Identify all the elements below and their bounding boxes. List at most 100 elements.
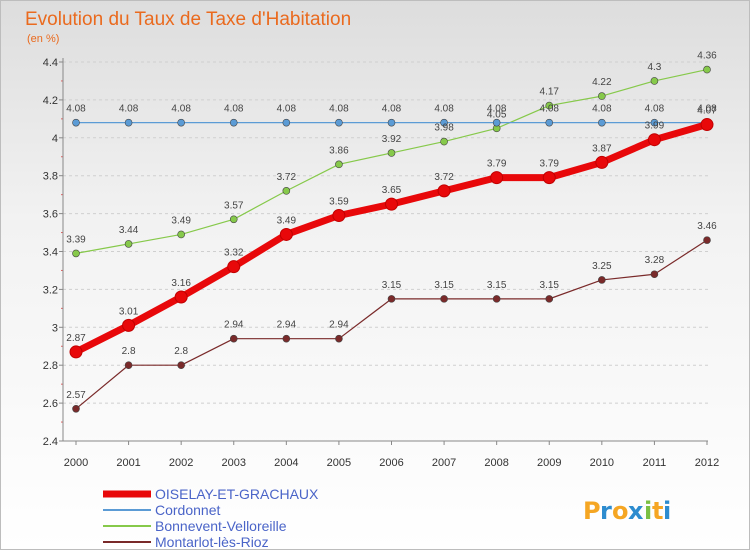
data-label: 3.86 xyxy=(329,145,349,156)
data-point xyxy=(72,404,80,413)
x-tick-label: 2004 xyxy=(274,457,298,469)
data-point xyxy=(335,160,343,169)
data-label: 4.08 xyxy=(171,104,191,115)
data-label: 4.36 xyxy=(697,51,717,62)
series-layer xyxy=(69,65,714,413)
series-line xyxy=(75,239,708,410)
data-label: 2.94 xyxy=(224,320,244,331)
legend-label: Bonnevent-Velloreille xyxy=(155,518,287,534)
data-label: 3.79 xyxy=(487,159,507,170)
x-tick-label: 2006 xyxy=(379,457,403,469)
data-point xyxy=(490,171,504,185)
data-label: 3.15 xyxy=(382,280,402,291)
data-point xyxy=(335,334,343,343)
data-label: 4.08 xyxy=(119,104,139,115)
data-point xyxy=(595,155,609,169)
data-point xyxy=(282,334,291,343)
axes xyxy=(59,58,708,445)
x-tick-label: 2005 xyxy=(327,457,351,469)
data-label: 4.08 xyxy=(697,104,717,115)
data-point xyxy=(227,260,241,274)
data-label: 3.98 xyxy=(434,123,454,134)
x-tick-label: 2001 xyxy=(116,457,140,469)
data-point xyxy=(650,77,659,85)
data-label: 3.15 xyxy=(434,280,454,291)
logo-letter: i xyxy=(644,497,652,525)
data-point xyxy=(332,208,346,222)
data-label: 3.49 xyxy=(171,215,191,226)
series-line xyxy=(74,121,708,356)
data-point xyxy=(440,118,448,127)
y-tick-label: 2.6 xyxy=(43,398,58,410)
data-point xyxy=(387,118,396,127)
data-label: 2.8 xyxy=(122,346,136,357)
x-tick-label: 2002 xyxy=(169,457,193,469)
data-point xyxy=(598,118,606,127)
legend-label: OISELAY-ET-GRACHAUX xyxy=(155,486,319,502)
data-point xyxy=(387,149,396,157)
data-point xyxy=(598,92,606,100)
data-point xyxy=(545,295,554,303)
data-label: 4.08 xyxy=(382,104,402,115)
data-point xyxy=(647,133,661,147)
data-point xyxy=(650,118,659,127)
x-tick-label: 2009 xyxy=(537,457,561,469)
logo-letter: t xyxy=(652,497,663,525)
data-point xyxy=(385,197,398,211)
data-point xyxy=(545,118,554,127)
x-tick-label: 2012 xyxy=(695,457,719,469)
legend: OISELAY-ET-GRACHAUXCordonnetBonnevent-Ve… xyxy=(103,486,319,550)
data-point xyxy=(124,240,133,248)
data-point xyxy=(492,118,501,127)
x-axis-ticks: 2000 2001 2002 2003 2004 2005 2006 2007 2008 2009… xyxy=(64,457,719,469)
x-tick-label: 2010 xyxy=(590,457,614,469)
data-point xyxy=(440,295,448,303)
data-labels-layer: 2.87 3.01 3.16 3.32 3.49 3.59 3.65 3.72 3.79 3.79… xyxy=(66,51,717,401)
legend-label: Montarlot-lès-Rioz xyxy=(155,534,269,550)
data-label: 2.87 xyxy=(66,333,86,344)
data-point xyxy=(229,118,238,127)
data-label: 4.08 xyxy=(540,104,560,115)
x-tick-label: 2011 xyxy=(643,457,667,469)
logo-letter: P xyxy=(583,497,601,525)
data-point xyxy=(282,118,291,127)
data-label: 3.92 xyxy=(382,134,402,145)
data-label: 2.57 xyxy=(66,390,86,401)
data-label: 3.01 xyxy=(119,306,139,317)
data-label: 3.65 xyxy=(382,185,402,196)
data-label: 4.08 xyxy=(434,104,454,115)
data-point xyxy=(72,249,80,258)
data-point xyxy=(703,236,711,244)
data-point xyxy=(124,361,133,370)
data-point xyxy=(387,295,396,303)
data-point xyxy=(700,118,714,132)
data-point xyxy=(437,184,451,198)
data-label: 4.05 xyxy=(487,109,507,120)
data-label: 3.39 xyxy=(66,234,86,245)
data-label: 3.32 xyxy=(224,248,244,259)
data-point xyxy=(174,290,188,304)
data-label: 3.49 xyxy=(277,215,297,226)
data-label: 2.8 xyxy=(174,346,188,357)
data-label: 3.46 xyxy=(697,221,717,232)
data-point xyxy=(282,187,291,195)
data-label: 4.08 xyxy=(66,104,86,115)
logo-letter: r xyxy=(600,497,612,525)
data-label: 4.08 xyxy=(592,104,612,115)
data-label: 4.08 xyxy=(277,104,297,115)
data-point xyxy=(335,118,343,127)
x-tick-label: 2003 xyxy=(222,457,246,469)
legend-label: Cordonnet xyxy=(155,502,220,518)
y-tick-label: 4 xyxy=(52,133,58,145)
data-label: 3.72 xyxy=(434,172,454,183)
y-tick-label: 4.4 xyxy=(43,57,58,69)
grid-lines xyxy=(63,61,708,442)
data-label: 3.44 xyxy=(119,225,139,236)
data-label: 3.72 xyxy=(277,172,297,183)
data-point xyxy=(542,171,556,185)
y-tick-label: 2.8 xyxy=(43,360,58,372)
data-point xyxy=(177,361,185,370)
